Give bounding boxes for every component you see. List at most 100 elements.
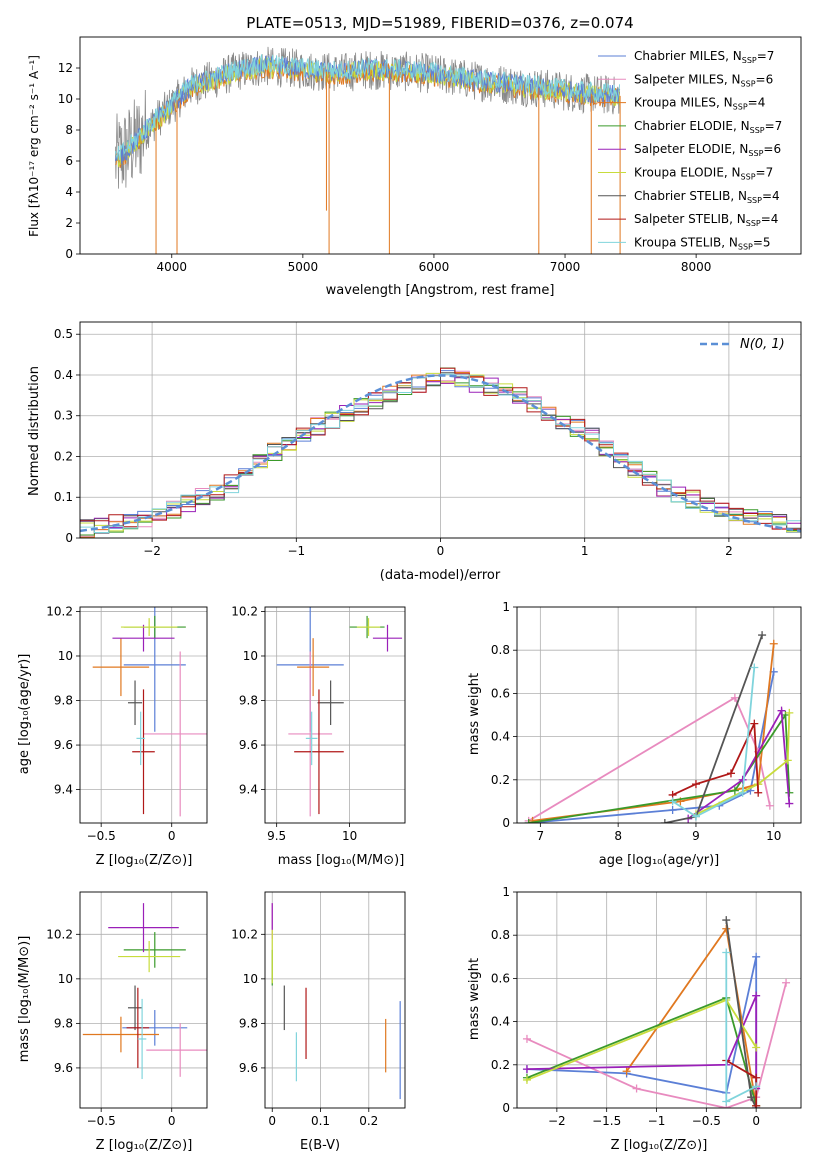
y-tick-label: 9.8 (239, 694, 258, 708)
x-tick-label: 0 (168, 829, 176, 843)
data-point-salpeter_elodie (112, 624, 175, 652)
x-tick-label: −2 (143, 544, 161, 558)
histogram-salpeter_stelib (80, 367, 801, 535)
legend-label: Chabrier ELODIE, NSSP=7 (634, 119, 782, 135)
histograms (80, 367, 801, 538)
marker-chabrier_stelib (747, 1093, 756, 1102)
x-tick-label: −0.5 (692, 1114, 721, 1128)
legend-label: Kroupa ELODIE, NSSP=7 (634, 166, 773, 182)
legend-label: Kroupa MILES, NSSP=4 (634, 96, 765, 112)
data-point-chabrier_stelib (127, 985, 143, 1031)
mass-vs-Z-ylabel: mass [log₁₀(M/M⊙)] (17, 936, 32, 1063)
marker-kroupa_stelib (722, 1097, 731, 1106)
y-tick-label: 1 (502, 600, 510, 614)
x-tick-label: −1.5 (592, 1114, 621, 1128)
marker-salpeter_stelib (752, 1073, 761, 1082)
model-spectrum-kroupa_elodie (115, 57, 621, 167)
x-tick-label: 7 (537, 829, 545, 843)
spectrum-plot: 4000 5000 6000 7000 8000 0 2 4 6 8 10 12 (58, 36, 802, 274)
residuals-plot: −2 −1 0 1 2 0 0.1 0.2 0.3 0.4 0.5 (54, 321, 802, 558)
data-point-kroupa_elodie (120, 618, 178, 636)
spectrum-ylabel: Flux [fλ10⁻¹⁷ erg cm⁻² s⁻¹ A⁻¹] (27, 55, 41, 237)
legend-label: Chabrier MILES, NSSP=7 (634, 49, 774, 65)
data-point-chabrier_stelib (317, 680, 344, 726)
marker-kroupa_elodie (752, 1043, 761, 1052)
marker-salpeter_stelib (752, 1101, 761, 1108)
legend-label: Chabrier STELIB, NSSP=4 (634, 189, 780, 205)
axes-frame (516, 606, 802, 824)
x-tick-label: 0.2 (359, 1114, 378, 1128)
marker-kroupa_stelib (752, 1082, 761, 1091)
y-tick-label: 0.6 (491, 686, 510, 700)
y-tick-label: 9.6 (54, 1061, 73, 1075)
x-tick-label: 5000 (288, 260, 319, 274)
y-tick-label: 10.2 (46, 604, 73, 618)
x-tick-label: 0 (268, 1114, 276, 1128)
age-vs-Z-panel: −0.5 0 9.4 9.6 9.8 10 10.2 Z [log₁₀(Z/Z⊙)] age… (17, 604, 208, 868)
y-tick-label: 10 (243, 649, 258, 663)
weight-vs-age-plot: 7 8 9 10 0 0.2 0.4 0.6 0.8 1 (491, 600, 802, 843)
marker-kroupa_stelib (668, 797, 677, 806)
y-tick-label: 0 (502, 816, 510, 830)
data-point-kroupa_miles (82, 1016, 160, 1053)
y-tick-label: 0.4 (54, 368, 73, 382)
mass-vs-ebv-panel: 0 0.1 0.2 9.6 9.8 10 10.2 E(B-V) (231, 891, 406, 1153)
legend-label: Salpeter ELODIE, NSSP=6 (634, 142, 781, 158)
y-tick-label: 8 (65, 123, 73, 137)
y-tick-label: 0 (65, 247, 73, 261)
y-tick-label: 12 (58, 61, 73, 75)
series-kroupa_elodie (695, 712, 791, 816)
marker-chabrier_elodie (730, 786, 739, 795)
x-tick-label: −0.5 (87, 1114, 116, 1128)
spectrum-legend: Chabrier MILES, NSSP=7 Salpeter MILES, NS… (598, 49, 782, 251)
y-tick-label: 1 (502, 885, 510, 899)
y-tick-label: 0.2 (491, 773, 510, 787)
x-tick-label: 1 (581, 544, 589, 558)
x-tick-label: 8000 (681, 260, 712, 274)
mass-vs-Z-xlabel: Z [log₁₀(Z/Z⊙)] (96, 1138, 193, 1153)
data-point-salpeter_elodie (108, 903, 179, 953)
residuals-panel: −2 −1 0 1 2 0 0.1 0.2 0.3 0.4 0.5 (data-model)/err… (27, 321, 802, 583)
weight-vs-age-xlabel: age [log₁₀(age/yr)] (599, 853, 720, 868)
data-point-kroupa_stelib (137, 998, 147, 1080)
marker-kroupa_stelib (750, 663, 759, 672)
mass-vs-Z-panel: −0.5 0 9.6 9.8 10 10.2 Z [log₁₀(Z/Z⊙)] mass [… (17, 891, 208, 1153)
age-vs-mass-xlabel: mass [log₁₀(M/M⊙)] (278, 853, 405, 868)
axes-frame (79, 606, 208, 824)
weight-vs-age-ylabel: mass weight (467, 673, 482, 755)
residuals-legend: N(0, 1) (700, 337, 785, 352)
errorbars (82, 903, 207, 1080)
data-point-salpeter_miles (146, 1023, 207, 1077)
y-tick-label: 10.2 (231, 604, 258, 618)
y-tick-label: 0.2 (491, 1058, 510, 1072)
mass-vs-ebv-xlabel: E(B-V) (300, 1138, 340, 1153)
x-tick-label: −1 (648, 1114, 666, 1128)
y-tick-label: 4 (65, 185, 73, 199)
marker-salpeter_stelib (726, 769, 735, 778)
y-tick-label: 0.1 (54, 490, 73, 504)
marker-salpeter_elodie (522, 1065, 531, 1074)
legend-label: Kroupa STELIB, NSSP=5 (634, 235, 771, 251)
axes-frame (516, 891, 802, 1109)
residuals-ylabel: Normed distribution (27, 366, 42, 496)
series-kroupa_stelib (672, 667, 756, 818)
age-vs-Z-xlabel: Z [log₁₀(Z/Z⊙)] (96, 853, 193, 868)
x-tick-label: −1 (287, 544, 305, 558)
marker-kroupa_stelib (722, 948, 731, 957)
data-point-kroupa_stelib (136, 711, 145, 766)
y-tick-label: 10.2 (46, 927, 73, 941)
data-point-kroupa_miles (92, 638, 150, 697)
data-point-salpeter_elodie (372, 624, 403, 652)
marker-chabrier_elodie (524, 819, 533, 823)
x-tick-label: 8 (614, 829, 622, 843)
spectrum-xlabel: wavelength [Angstrom, rest frame] (326, 283, 555, 298)
x-tick-label: 9 (692, 829, 700, 843)
marker-kroupa_miles (622, 1067, 631, 1076)
y-tick-label: 0.6 (491, 971, 510, 985)
marker-salpeter_miles (730, 693, 739, 702)
legend-label: Salpeter STELIB, NSSP=4 (634, 212, 778, 228)
y-tick-label: 0.8 (491, 928, 510, 942)
y-tick-label: 9.4 (239, 783, 258, 797)
y-tick-label: 0.3 (54, 409, 73, 423)
